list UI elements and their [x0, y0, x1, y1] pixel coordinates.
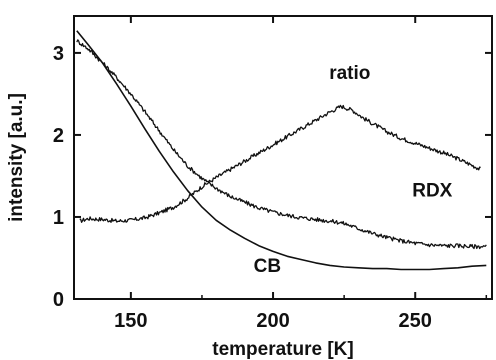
- y-tick-label: 0: [53, 289, 64, 311]
- x-tick-label: 250: [399, 310, 432, 332]
- series-label-ratio: ratio: [329, 63, 370, 84]
- series-layer: [76, 30, 487, 271]
- y-tick-label: 1: [53, 207, 64, 229]
- plot-border: [73, 15, 493, 300]
- y-tick-label: 3: [53, 43, 64, 65]
- series-line-cb: [76, 30, 487, 271]
- y-axis-label: intensity [a.u.]: [6, 93, 27, 222]
- y-axis-ticks: 0 1 2 3: [53, 43, 492, 311]
- series-label-cb: CB: [254, 256, 281, 277]
- series-labels: ratio RDX CB: [254, 63, 453, 277]
- x-axis-label: temperature [K]: [212, 339, 353, 360]
- plot-frame: [73, 15, 493, 300]
- series-line-ratio: [79, 104, 481, 223]
- x-tick-label: 200: [256, 310, 289, 332]
- y-tick-label: 2: [53, 125, 64, 147]
- x-axis-ticks: 150 200 250: [114, 16, 488, 332]
- x-tick-label: 150: [114, 310, 147, 332]
- series-line-rdx: [76, 39, 487, 250]
- series-label-rdx: RDX: [412, 180, 452, 201]
